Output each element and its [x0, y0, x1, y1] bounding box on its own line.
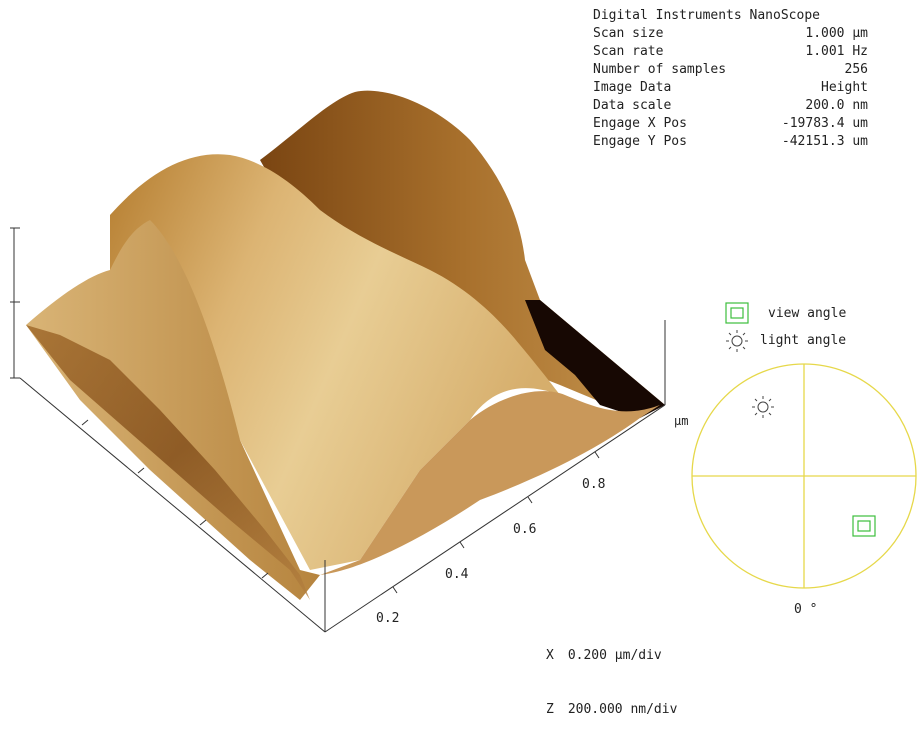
info-value: 1.001 Hz	[805, 44, 868, 59]
info-label: Number of samples	[593, 62, 727, 77]
info-label: Engage X Pos	[593, 116, 687, 131]
orientation-circle	[691, 363, 917, 589]
info-row-samples: Number of samples 256	[593, 61, 868, 79]
info-label: Data scale	[593, 98, 672, 113]
info-row-scan-rate: Scan rate 1.001 Hz	[593, 43, 868, 61]
surface-shadow	[525, 300, 665, 418]
info-value: 1.000 µm	[805, 26, 868, 41]
info-value: -42151.3 um	[781, 134, 868, 149]
z-prefix: Z	[546, 702, 554, 717]
surface-right-slope	[320, 391, 660, 575]
square-target-icon	[852, 515, 876, 537]
info-value: 256	[844, 62, 868, 77]
scale-note-x: X 0.200 µm/div	[546, 647, 677, 665]
instrument-name: Digital Instruments NanoScope	[593, 8, 820, 23]
surface-front-valley	[26, 325, 310, 600]
axis-tick-label: 0.8	[582, 477, 605, 492]
info-label: Scan rate	[593, 44, 664, 59]
info-label: Scan size	[593, 26, 664, 41]
info-value: -19783.4 um	[781, 116, 868, 131]
info-row-engage-y: Engage Y Pos -42151.3 um	[593, 133, 868, 151]
light-angle-label: light angle	[760, 333, 846, 348]
info-row-engage-x: Engage X Pos -19783.4 um	[593, 115, 868, 133]
x-scale-value: 0.200 µm/div	[567, 648, 662, 663]
x-prefix: X	[546, 648, 554, 663]
axis-unit-label: µm	[674, 414, 688, 428]
info-value: Height	[821, 80, 868, 95]
axis-tick-label: 0.2	[376, 611, 399, 626]
scale-note-z: Z 200.000 nm/div	[546, 701, 677, 719]
afm-3d-surface-view: 0.2 0.4 0.6 0.8 µm 0 °	[10, 90, 917, 633]
info-label: Image Data	[593, 80, 672, 95]
scan-info-panel: Digital Instruments NanoScope Scan size …	[593, 7, 868, 151]
info-label: Engage Y Pos	[593, 134, 687, 149]
view-angle-legend-icon	[725, 302, 749, 324]
z-scale-value: 200.000 nm/div	[567, 702, 678, 717]
circle-angle-label: 0 °	[794, 602, 817, 617]
light-angle-legend-icon	[726, 330, 748, 352]
info-row-image-data: Image Data Height	[593, 79, 868, 97]
surface-left-slope	[26, 220, 320, 600]
scale-note: X 0.200 µm/div Z 200.000 nm/div	[546, 611, 677, 737]
view-angle-label: view angle	[768, 306, 846, 321]
axis-tick-label: 0.6	[513, 522, 536, 537]
info-row-data-scale: Data scale 200.0 nm	[593, 97, 868, 115]
sun-icon	[752, 396, 774, 418]
axis-tick-label: 0.4	[445, 567, 469, 582]
surface-plateau	[110, 154, 560, 570]
axis-frame	[10, 227, 666, 633]
info-value: 200.0 nm	[805, 98, 868, 113]
info-row-scan-size: Scan size 1.000 µm	[593, 25, 868, 43]
